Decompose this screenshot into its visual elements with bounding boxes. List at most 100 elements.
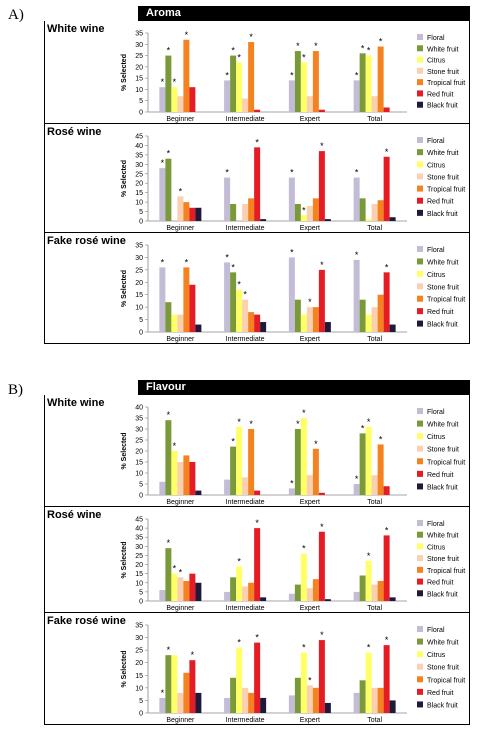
y-tick-label: 0: [139, 711, 143, 718]
significance-star: *: [290, 168, 294, 178]
significance-star: *: [302, 52, 306, 62]
significance-star: *: [355, 168, 359, 178]
bar: [189, 87, 196, 112]
bar: [371, 687, 378, 713]
bar: [389, 217, 396, 221]
significance-star: *: [320, 260, 324, 270]
significance-star: *: [231, 437, 235, 447]
bar: [318, 531, 325, 601]
bar: [365, 560, 372, 601]
y-tick-label: 15: [135, 76, 143, 83]
legend-label: White fruit: [427, 46, 459, 53]
legend-swatch: [417, 651, 423, 658]
significance-star: *: [308, 297, 312, 307]
chart-aroma-white: 0 5 10 15 20 25 30 35 % Selected Beginner Intermed…: [121, 30, 465, 123]
bar: [318, 640, 325, 713]
y-tick-label: 10: [135, 685, 143, 692]
bar: [248, 198, 255, 221]
legend-swatch: [417, 555, 423, 562]
y-tick-label: 35: [135, 152, 143, 159]
y-tick-label: 15: [135, 292, 143, 299]
bar: [183, 455, 190, 495]
legend-label: Citrus: [427, 544, 446, 551]
panel-title: Rosé wine: [47, 126, 102, 138]
legend-swatch: [417, 420, 423, 427]
bar: [260, 219, 267, 221]
bar: [254, 642, 261, 713]
significance-star: *: [308, 675, 312, 685]
significance-star: *: [173, 77, 177, 87]
significance-star: *: [314, 41, 318, 51]
bar: [242, 98, 249, 112]
significance-star: *: [161, 77, 165, 87]
bar: [365, 219, 372, 221]
bar: [300, 553, 307, 601]
y-tick-label: 20: [135, 64, 143, 71]
bar: [248, 692, 255, 713]
bar: [189, 573, 196, 601]
bar: [312, 307, 319, 332]
legend-label: Stone fruit: [427, 665, 459, 672]
bar: [377, 294, 384, 332]
y-tick-label: 40: [135, 143, 143, 150]
chart-flavour-rose: 0 5 10 15 20 25 30 35 40 45 % Selected Beginner Inte…: [121, 517, 465, 613]
panel-title: Fake rosé wine: [47, 235, 126, 247]
panel-flavour-white: White wine 0 5 10 15 20 25 30 35 40 % Selected Beg…: [44, 395, 470, 507]
bar: [306, 475, 313, 495]
bar: [236, 647, 243, 713]
bar: [242, 204, 249, 221]
bar: [165, 158, 172, 221]
bar: [177, 577, 184, 601]
significance-star: *: [185, 30, 189, 40]
bar: [300, 314, 307, 332]
significance-star: *: [361, 43, 365, 53]
legend-label: Stone fruit: [427, 284, 459, 291]
y-tick-label: 30: [135, 42, 143, 49]
bar: [353, 80, 360, 112]
bar: [288, 80, 295, 112]
legend-swatch: [417, 101, 423, 108]
legend-swatch: [417, 445, 423, 452]
panel-title: Rosé wine: [47, 509, 102, 521]
legend-label: White fruit: [427, 533, 459, 540]
y-tick-label: 30: [135, 544, 143, 551]
chart-aroma-rose: 0 5 10 15 20 25 30 35 40 45 % Selected Beginner Inte…: [121, 134, 465, 233]
y-tick-label: 15: [135, 571, 143, 578]
significance-star: *: [185, 257, 189, 267]
legend-swatch: [417, 543, 423, 550]
bar: [159, 697, 166, 713]
legend-swatch: [417, 137, 423, 143]
bar: [260, 697, 267, 713]
bar: [183, 267, 190, 332]
bar: [306, 685, 313, 713]
bar: [230, 577, 237, 601]
significance-star: *: [302, 643, 306, 653]
significance-star: *: [167, 149, 171, 159]
bar: [183, 39, 190, 112]
bar: [365, 652, 372, 713]
legend-label: Tropical fruit: [427, 568, 465, 575]
bar: [306, 307, 313, 332]
significance-star: *: [167, 538, 171, 548]
legend-label: Black fruit: [427, 484, 458, 491]
bar: [371, 204, 378, 221]
significance-star: *: [249, 32, 253, 42]
bar: [288, 177, 295, 221]
bar: [371, 584, 378, 601]
legend-label: Red fruit: [427, 91, 454, 98]
bar: [359, 575, 366, 601]
bar: [177, 462, 184, 495]
bar: [224, 697, 231, 713]
legend-label: Red fruit: [427, 690, 454, 697]
y-tick-label: 25: [135, 53, 143, 60]
y-tick-label: 25: [135, 553, 143, 560]
legend-swatch: [417, 149, 423, 156]
legend-swatch: [417, 209, 423, 216]
x-tick-label: Expert: [300, 605, 320, 612]
y-tick-label: 30: [135, 427, 143, 434]
y-tick-label: 0: [139, 110, 143, 117]
bar: [288, 488, 295, 495]
significance-star: *: [191, 650, 195, 660]
significance-star: *: [320, 522, 324, 532]
legend-label: Tropical fruit: [427, 297, 465, 304]
